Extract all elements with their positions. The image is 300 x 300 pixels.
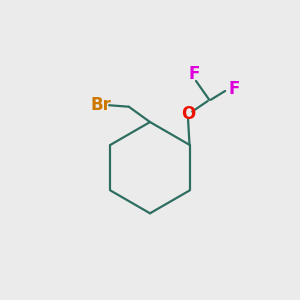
Text: Br: Br [91,96,112,114]
Text: F: F [189,65,200,83]
Text: F: F [228,80,239,98]
Text: O: O [181,105,195,123]
